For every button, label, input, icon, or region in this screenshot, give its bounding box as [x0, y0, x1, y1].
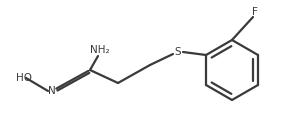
Text: NH₂: NH₂ — [90, 45, 110, 55]
Text: F: F — [252, 7, 258, 17]
Text: HO: HO — [16, 73, 32, 83]
Text: N: N — [48, 86, 56, 96]
Text: S: S — [175, 47, 181, 57]
